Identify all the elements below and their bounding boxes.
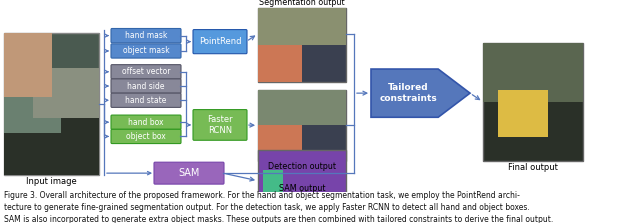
FancyBboxPatch shape xyxy=(483,43,583,102)
Text: object box: object box xyxy=(126,132,166,141)
FancyBboxPatch shape xyxy=(4,111,99,175)
FancyBboxPatch shape xyxy=(258,126,302,161)
Text: Faster
RCNN: Faster RCNN xyxy=(207,115,233,135)
FancyBboxPatch shape xyxy=(111,29,181,43)
Text: hand state: hand state xyxy=(125,96,166,105)
FancyBboxPatch shape xyxy=(4,33,51,97)
Text: Segmentation output: Segmentation output xyxy=(259,0,345,7)
Text: object mask: object mask xyxy=(123,46,170,56)
FancyBboxPatch shape xyxy=(258,45,302,82)
Text: Input image: Input image xyxy=(26,178,77,186)
Text: SAM output: SAM output xyxy=(279,184,325,193)
Text: Detection output: Detection output xyxy=(268,162,336,171)
Text: offset vector: offset vector xyxy=(122,67,170,76)
Text: hand box: hand box xyxy=(128,118,164,127)
Text: hand side: hand side xyxy=(127,82,164,91)
Text: PointRend: PointRend xyxy=(199,37,241,46)
FancyBboxPatch shape xyxy=(111,93,181,107)
Text: Tailored
constraints: Tailored constraints xyxy=(379,83,437,103)
FancyBboxPatch shape xyxy=(483,43,583,161)
FancyBboxPatch shape xyxy=(4,33,99,175)
FancyBboxPatch shape xyxy=(111,115,181,129)
FancyBboxPatch shape xyxy=(33,68,99,118)
FancyBboxPatch shape xyxy=(111,129,181,144)
FancyBboxPatch shape xyxy=(154,162,224,184)
Text: SAM: SAM xyxy=(179,168,200,178)
FancyBboxPatch shape xyxy=(193,109,247,140)
FancyBboxPatch shape xyxy=(263,170,283,192)
FancyBboxPatch shape xyxy=(4,76,61,133)
FancyBboxPatch shape xyxy=(258,8,346,45)
FancyBboxPatch shape xyxy=(258,150,346,203)
FancyBboxPatch shape xyxy=(111,79,181,93)
Text: Final output: Final output xyxy=(508,163,558,172)
FancyBboxPatch shape xyxy=(111,65,181,79)
Text: Figure 3. Overall architecture of the proposed framework. For the hand and objec: Figure 3. Overall architecture of the pr… xyxy=(4,191,553,223)
Text: hand mask: hand mask xyxy=(125,31,167,40)
FancyBboxPatch shape xyxy=(111,44,181,58)
FancyBboxPatch shape xyxy=(258,90,346,161)
FancyBboxPatch shape xyxy=(258,90,346,126)
FancyBboxPatch shape xyxy=(258,8,346,82)
FancyBboxPatch shape xyxy=(498,90,548,137)
FancyBboxPatch shape xyxy=(193,30,247,54)
Polygon shape xyxy=(371,69,470,117)
